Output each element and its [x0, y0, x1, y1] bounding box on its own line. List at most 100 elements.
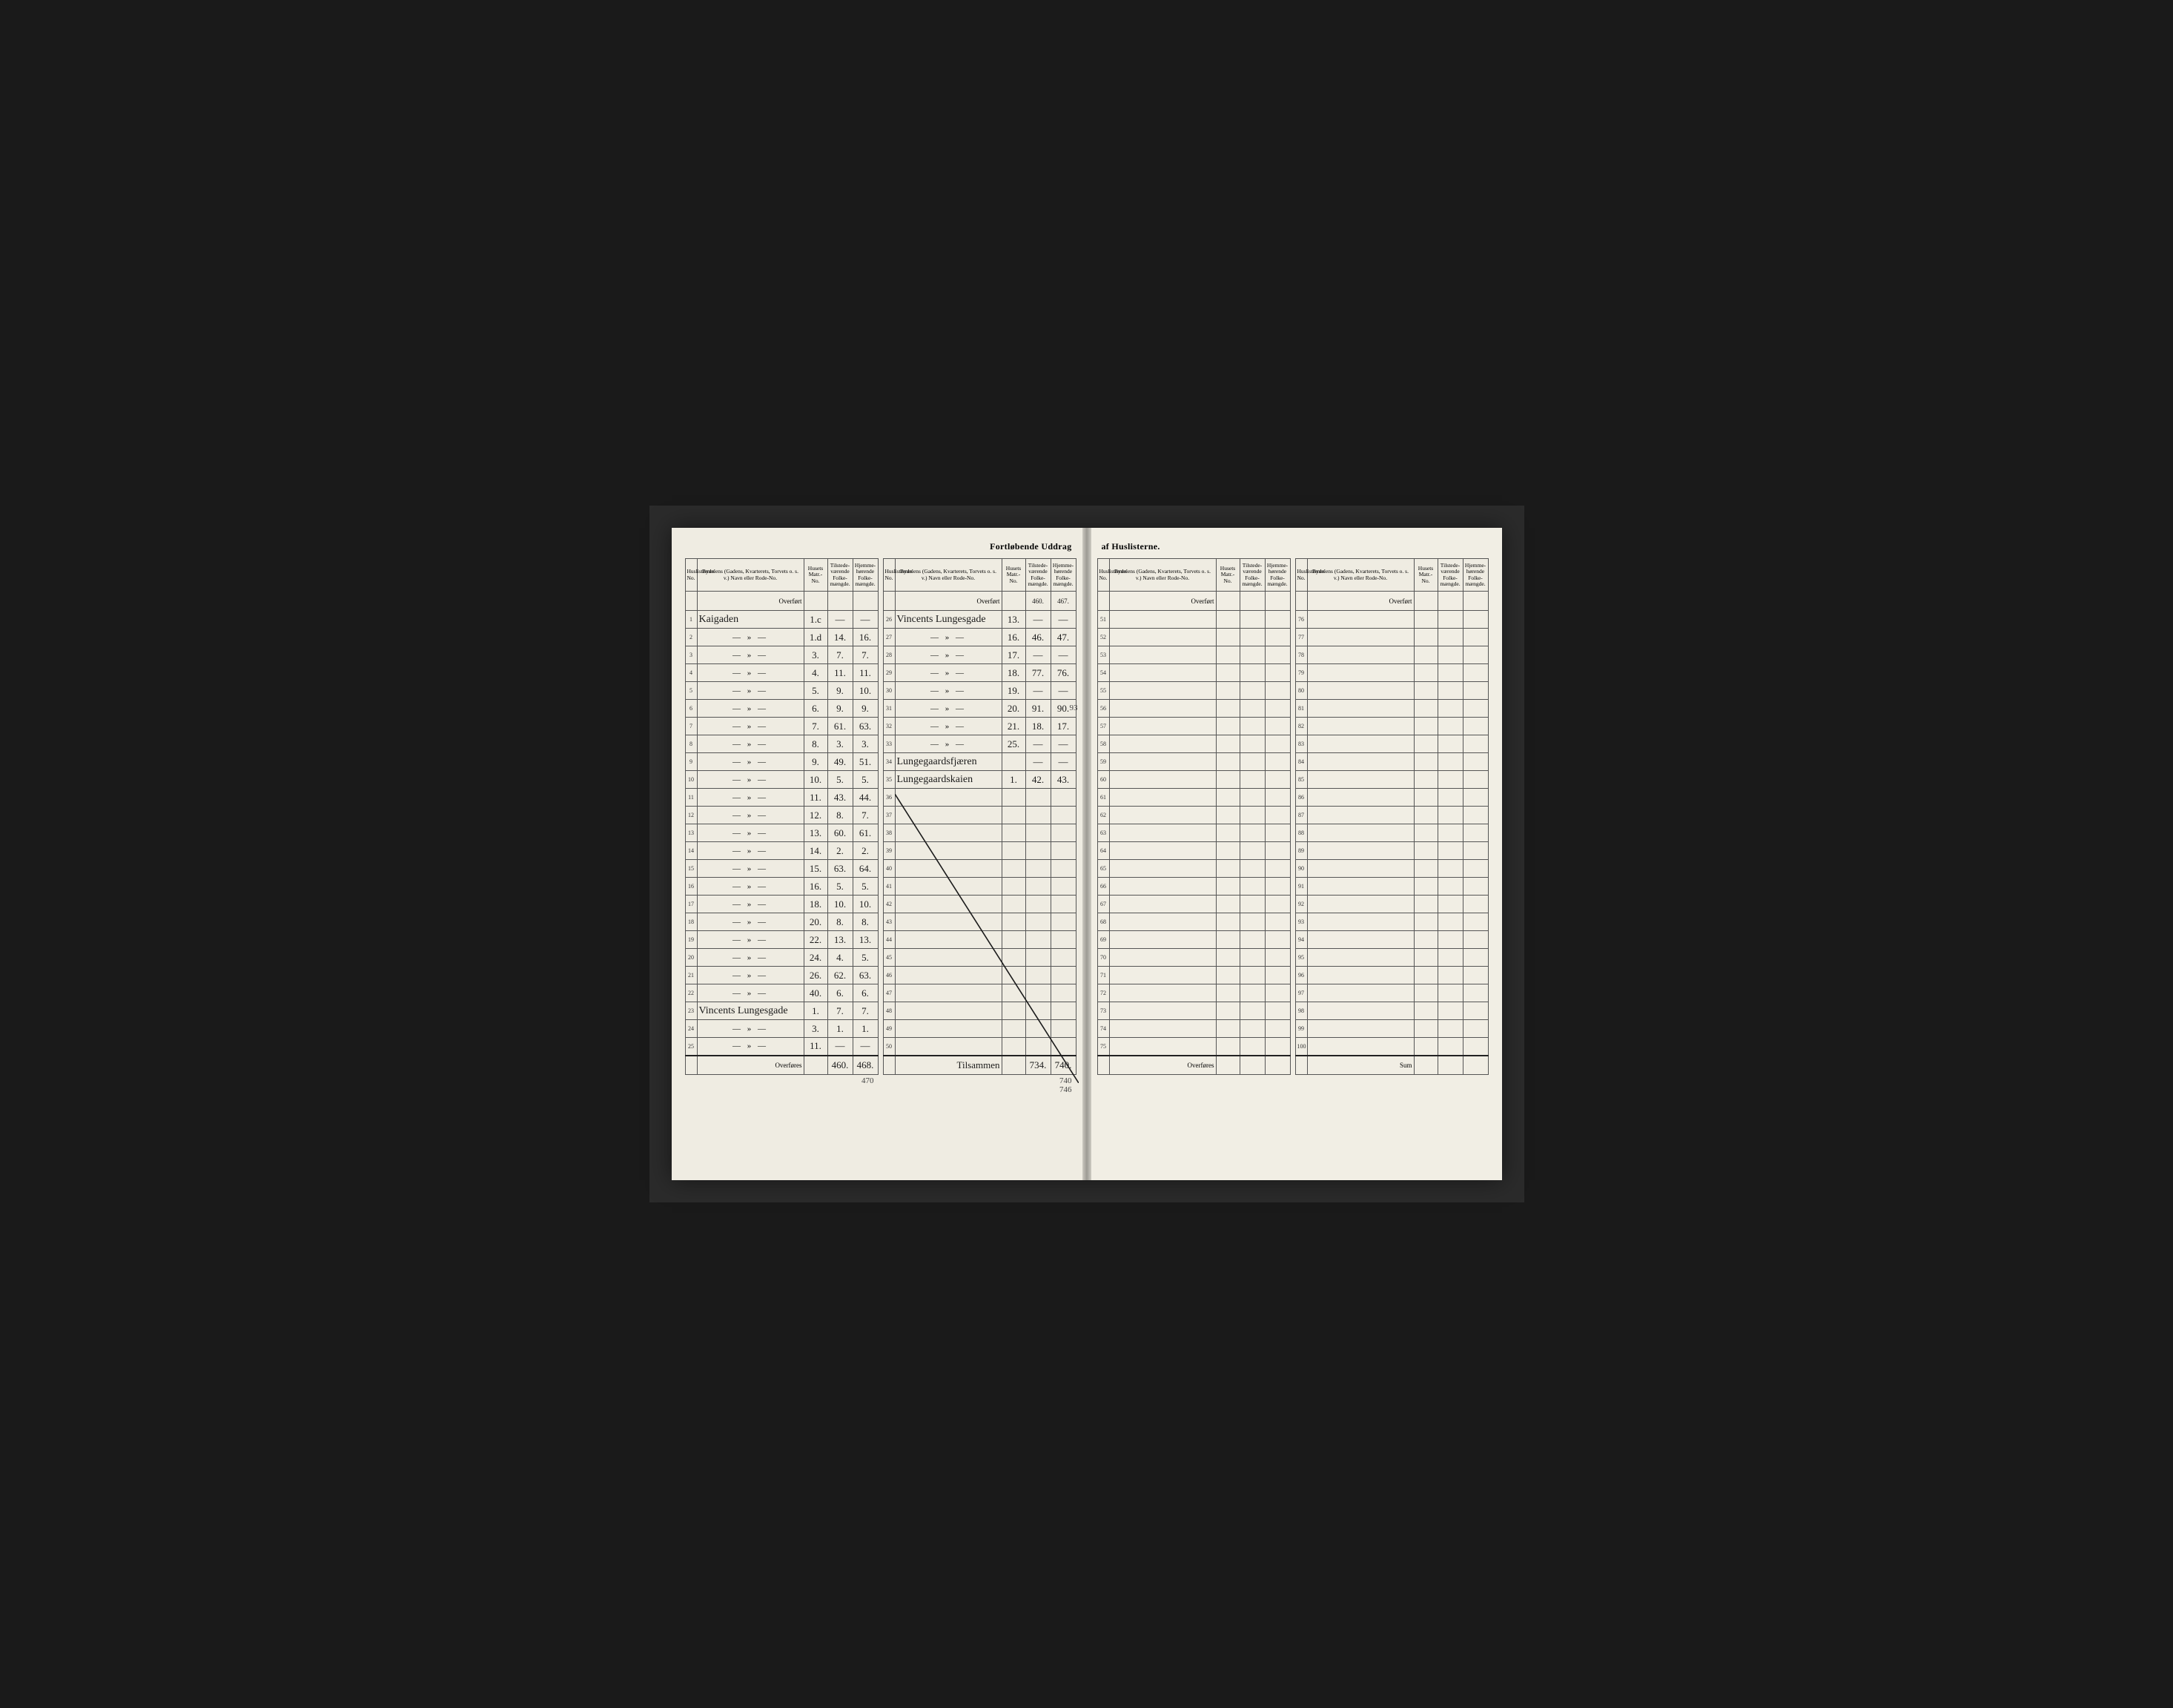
row-number: 65	[1097, 860, 1109, 878]
cell-matr	[1414, 789, 1438, 807]
table-row: 19— » —22.13.13.	[685, 931, 878, 949]
cell-hjem	[1463, 664, 1488, 682]
header-bydel: Bydelens (Gadens, Kvarterets, Torvets o.…	[895, 559, 1002, 592]
table-row: 83	[1295, 735, 1488, 753]
cell-matr: 15.	[804, 860, 827, 878]
cell-matr	[1216, 931, 1240, 949]
cell-hjem: 10.	[853, 682, 878, 700]
cell-matr	[1002, 984, 1025, 1002]
cell-tilst	[1025, 860, 1051, 878]
overfort-label: Overført	[1109, 592, 1216, 611]
row-number: 2	[685, 629, 697, 646]
overfores-label: Overføres	[1109, 1056, 1216, 1075]
overfort-b-tilst: 460.	[1025, 592, 1051, 611]
cell-tilst	[1240, 682, 1265, 700]
cell-bydel	[1109, 1038, 1216, 1056]
cell-hjem	[1463, 967, 1488, 984]
cell-matr	[1002, 807, 1025, 824]
row-number: 99	[1295, 1020, 1307, 1038]
cell-hjem: 17.	[1051, 718, 1076, 735]
cell-tilst	[1025, 1002, 1051, 1020]
row-number: 84	[1295, 753, 1307, 771]
cell-hjem: 5.	[853, 771, 878, 789]
cell-tilst: 8.	[827, 913, 853, 931]
row-number: 71	[1097, 967, 1109, 984]
table-row: 65	[1097, 860, 1290, 878]
cell-matr: 13.	[804, 824, 827, 842]
cell-matr	[1216, 807, 1240, 824]
cell-matr	[1414, 646, 1438, 664]
cell-tilst: —	[1025, 753, 1051, 771]
row-number: 85	[1295, 771, 1307, 789]
table-row: 78	[1295, 646, 1488, 664]
cell-hjem: 5.	[853, 878, 878, 896]
row-number: 48	[883, 1002, 895, 1020]
cell-hjem	[1265, 913, 1290, 931]
cell-hjem	[1265, 646, 1290, 664]
overfort-row: Overført	[1295, 592, 1488, 611]
cell-hjem	[1463, 949, 1488, 967]
cell-tilst	[1438, 718, 1463, 735]
row-number: 10	[685, 771, 697, 789]
row-number: 90	[1295, 860, 1307, 878]
table-row: 76	[1295, 611, 1488, 629]
cell-hjem: 11.	[853, 664, 878, 682]
cell-bydel	[1307, 664, 1414, 682]
footer-b-annot2: 746	[1059, 1085, 1072, 1094]
cell-hjem: 43.	[1051, 771, 1076, 789]
header-huslist: Huslisternes No.	[685, 559, 697, 592]
cell-tilst	[1240, 735, 1265, 753]
row-number: 88	[1295, 824, 1307, 842]
row-number: 54	[1097, 664, 1109, 682]
cell-tilst: 46.	[1025, 629, 1051, 646]
table-row: 75	[1097, 1038, 1290, 1056]
cell-tilst: —	[1025, 682, 1051, 700]
cell-matr	[1414, 771, 1438, 789]
cell-hjem: 44.	[853, 789, 878, 807]
cell-matr	[1216, 718, 1240, 735]
row-number: 79	[1295, 664, 1307, 682]
table-row: 61	[1097, 789, 1290, 807]
cell-matr: 6.	[804, 700, 827, 718]
cell-bydel	[1109, 629, 1216, 646]
row-number: 64	[1097, 842, 1109, 860]
cell-tilst	[1025, 913, 1051, 931]
cell-matr: 5.	[804, 682, 827, 700]
column-b: Huslisternes No. Bydelens (Gadens, Kvart…	[883, 558, 1076, 1075]
cell-hjem: 64.	[853, 860, 878, 878]
row-number: 33	[883, 735, 895, 753]
cell-hjem	[1265, 949, 1290, 967]
cell-tilst: 4.	[827, 949, 853, 967]
row-number: 44	[883, 931, 895, 949]
row-number: 32	[883, 718, 895, 735]
table-row: 94	[1295, 931, 1488, 949]
cell-matr	[1216, 896, 1240, 913]
row-number: 58	[1097, 735, 1109, 753]
cell-bydel: — » —	[697, 735, 804, 753]
cell-tilst	[1438, 896, 1463, 913]
footer-b-annot1: 740	[1059, 1076, 1072, 1085]
cell-bydel	[1307, 949, 1414, 967]
row-number: 91	[1295, 878, 1307, 896]
cell-hjem	[1051, 984, 1076, 1002]
header-tilst: Tilstede-værende Folke-mængde.	[1240, 559, 1265, 592]
cell-bydel	[1307, 807, 1414, 824]
cell-bydel	[895, 984, 1002, 1002]
cell-hjem	[1463, 718, 1488, 735]
cell-matr: 21.	[1002, 718, 1025, 735]
table-row: 40	[883, 860, 1076, 878]
cell-hjem: —	[1051, 611, 1076, 629]
cell-matr: 26.	[804, 967, 827, 984]
header-hjem: Hjemme-hørende Folke-mængde.	[1463, 559, 1488, 592]
row-number: 35	[883, 771, 895, 789]
row-number: 16	[685, 878, 697, 896]
cell-tilst	[1438, 664, 1463, 682]
cell-bydel	[1109, 771, 1216, 789]
cell-hjem	[1463, 931, 1488, 949]
row-number: 26	[883, 611, 895, 629]
cell-bydel	[1307, 771, 1414, 789]
cell-matr	[1414, 807, 1438, 824]
cell-bydel	[895, 842, 1002, 860]
row-number: 83	[1295, 735, 1307, 753]
table-row: 14— » —14.2.2.	[685, 842, 878, 860]
